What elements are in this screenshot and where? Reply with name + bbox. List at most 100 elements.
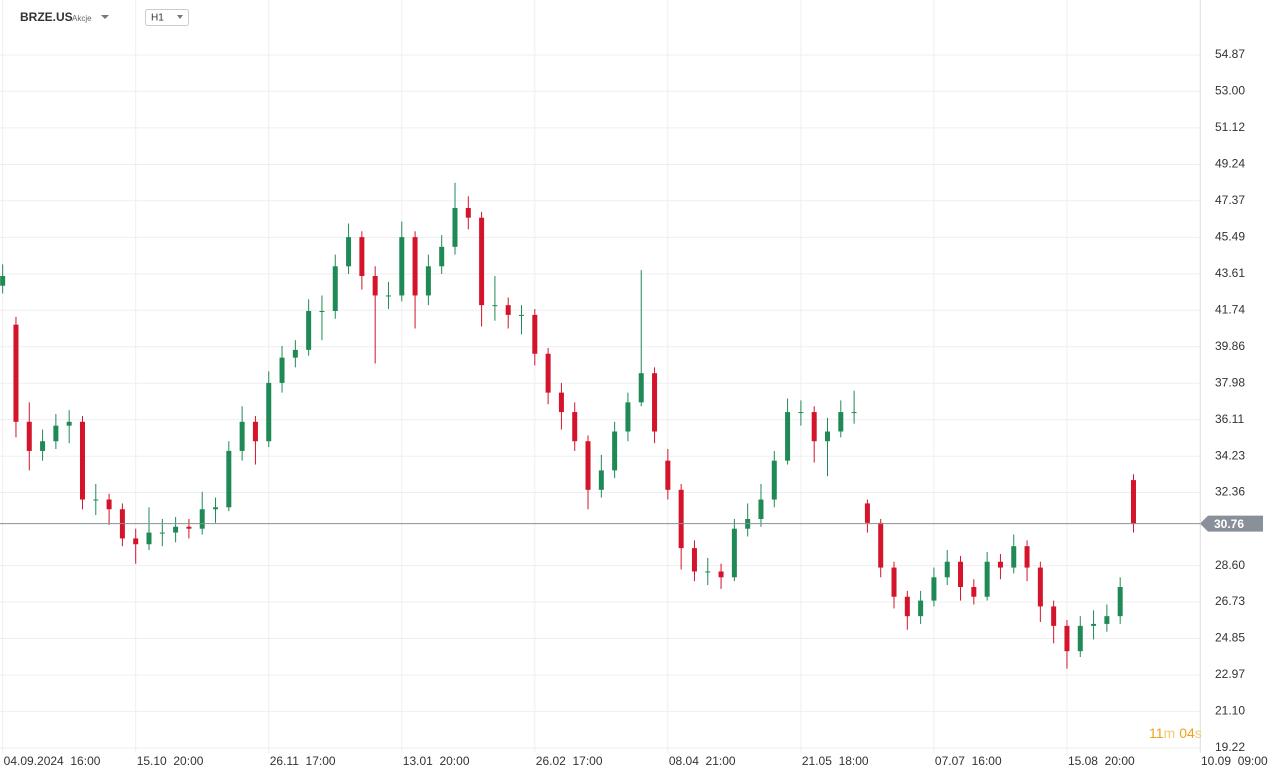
- candle-body: [652, 373, 658, 432]
- candle-body: [173, 526, 179, 533]
- candle-body: [319, 310, 325, 312]
- grid: [0, 0, 1201, 753]
- asset-class: Akcje: [72, 14, 92, 23]
- candle-body: [612, 431, 618, 471]
- candle-body: [785, 412, 791, 461]
- candle-body: [492, 305, 498, 307]
- candle-body: [306, 310, 312, 350]
- interval-dropdown[interactable]: [177, 15, 183, 19]
- candle-body: [1077, 625, 1083, 652]
- candle-body: [1024, 546, 1030, 568]
- timer-minutes-unit: m: [1164, 725, 1176, 741]
- candle-body: [944, 561, 950, 578]
- candle-body: [425, 266, 431, 296]
- candle-body: [558, 392, 564, 413]
- candle-body: [572, 412, 578, 442]
- candle-body: [904, 596, 910, 617]
- candle-body: [1130, 480, 1136, 524]
- x-tick-label: 10.09 09:00: [1201, 754, 1268, 768]
- y-tick-label: 45.49: [1215, 230, 1245, 244]
- candle-body: [864, 503, 870, 523]
- candle-body: [252, 421, 258, 442]
- candle-body: [479, 217, 485, 306]
- candle-body: [226, 450, 232, 508]
- candle-body: [851, 412, 857, 414]
- symbol[interactable]: BRZE.US: [20, 10, 73, 24]
- candle-body: [146, 532, 152, 545]
- candle-body: [266, 382, 272, 442]
- candle-body: [1051, 606, 1057, 626]
- candle-body: [1064, 625, 1070, 652]
- y-tick-label: 24.85: [1215, 631, 1245, 645]
- candle-body: [585, 441, 591, 490]
- y-tick-label: 32.36: [1215, 485, 1245, 499]
- candle-body: [691, 548, 697, 572]
- y-tick-label: 21.10: [1215, 704, 1245, 718]
- candle-body: [385, 295, 391, 297]
- candle-body: [452, 207, 458, 247]
- y-tick-label: 19.22: [1215, 740, 1245, 754]
- candle-body: [678, 489, 684, 549]
- candle-body: [532, 314, 538, 354]
- candle-body: [878, 522, 884, 568]
- candle-body: [66, 421, 72, 426]
- candle-body: [93, 499, 99, 501]
- candle-body: [771, 460, 777, 500]
- candle-body: [918, 600, 924, 617]
- y-tick-label: 26.73: [1215, 594, 1245, 608]
- x-tick-label: 08.04 21:00: [669, 754, 736, 768]
- candle-body: [1104, 616, 1110, 624]
- x-tick-label: 13.01 20:00: [403, 754, 470, 768]
- x-tick-label: 15.08 20:00: [1068, 754, 1135, 768]
- candle-body: [79, 421, 85, 500]
- candle-body: [186, 526, 192, 529]
- last-price-label: 30.76: [1214, 517, 1244, 531]
- candle-body: [439, 246, 445, 267]
- timer-seconds-unit: s: [1195, 725, 1202, 741]
- candle-body: [984, 561, 990, 597]
- y-tick-label: 49.24: [1215, 157, 1245, 171]
- y-tick-label: 43.61: [1215, 266, 1245, 280]
- candle-body: [519, 314, 525, 316]
- interval: H1: [151, 13, 164, 24]
- candle-body: [199, 509, 205, 529]
- candles: [0, 182, 1200, 669]
- axis-labels: 19.22 21.10 22.97 24.85 26.73 28.60 32.36 34.23…: [4, 47, 1268, 768]
- candle-body: [838, 412, 844, 432]
- last-price-tag: [1200, 515, 1263, 532]
- candle-body: [718, 571, 724, 578]
- candle-body: [292, 349, 298, 358]
- candle-body: [372, 276, 378, 296]
- candle-body: [13, 324, 19, 422]
- interval-box[interactable]: [145, 9, 189, 26]
- x-tick-label: 15.10 20:00: [137, 754, 204, 768]
- candle-body: [731, 528, 737, 578]
- y-tick-label: 37.98: [1215, 375, 1245, 389]
- candle-body: [625, 402, 631, 432]
- timer: 11m 04s: [1149, 725, 1202, 741]
- candle-body: [465, 207, 471, 218]
- symbol-dropdown[interactable]: [101, 15, 109, 19]
- y-tick-label: 47.37: [1215, 193, 1245, 207]
- candle-body: [239, 421, 245, 451]
- candle-body: [758, 499, 764, 519]
- candle-body: [705, 571, 711, 573]
- x-tick-label: 26.02 17:00: [536, 754, 603, 768]
- candle-body: [505, 305, 511, 315]
- candle-body: [346, 237, 352, 267]
- candle-body: [997, 561, 1003, 568]
- y-tick-label: 54.87: [1215, 47, 1245, 61]
- candle-body: [798, 412, 804, 414]
- candle-body: [958, 561, 964, 588]
- y-tick-label: 34.23: [1215, 448, 1245, 462]
- y-tick-label: 41.74: [1215, 302, 1245, 316]
- candle-body: [412, 237, 418, 296]
- candle-body: [40, 441, 46, 451]
- candle-body: [665, 460, 671, 490]
- candle-body: [1011, 546, 1017, 568]
- candle-body: [891, 567, 897, 597]
- candle-body: [279, 357, 285, 383]
- timer-minutes: 11: [1149, 725, 1164, 741]
